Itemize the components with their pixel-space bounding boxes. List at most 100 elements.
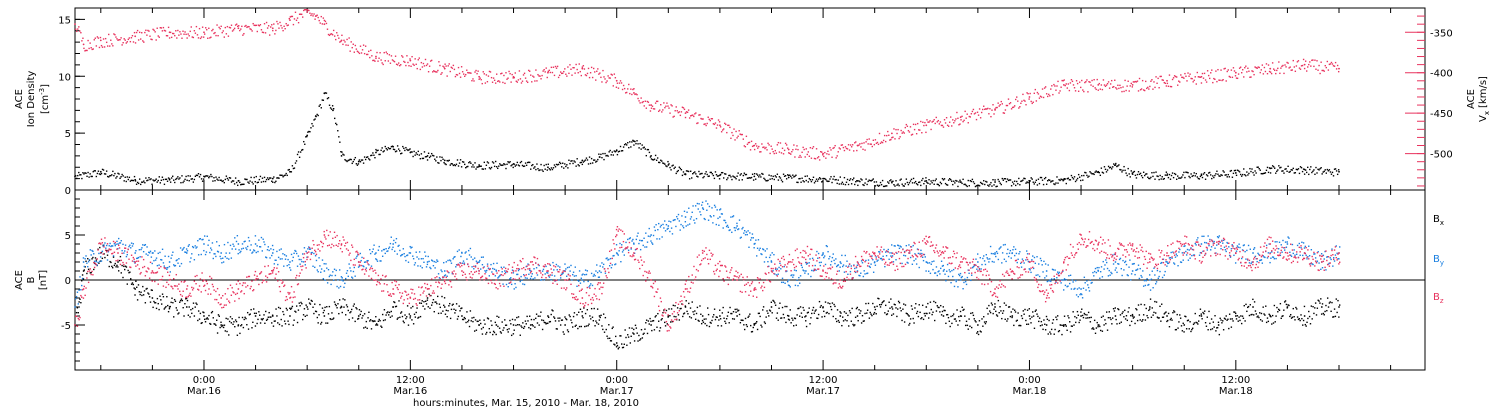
density-point: [196, 174, 199, 177]
bx-point: [1181, 330, 1184, 332]
density-point: [414, 154, 416, 156]
density-point: [868, 179, 870, 181]
density-point: [112, 170, 114, 173]
velocity-point: [1224, 67, 1226, 70]
density-point: [1037, 178, 1040, 180]
velocity-datum: [650, 104, 653, 106]
bx-point: [425, 303, 428, 305]
bx-point: [1302, 324, 1304, 326]
bx-point: [385, 314, 387, 316]
by-point: [655, 224, 657, 226]
bx-point: [1210, 318, 1213, 320]
velocity-point: [434, 70, 436, 73]
bx-point: [493, 331, 496, 334]
bx-point: [808, 307, 810, 309]
velocity-point: [771, 148, 773, 150]
bx-point: [313, 312, 315, 315]
bx-point: [1280, 317, 1282, 320]
bx-point: [217, 314, 220, 316]
density-point: [651, 158, 654, 161]
velocity-point: [395, 63, 398, 65]
density-point: [515, 164, 517, 166]
by-point: [148, 252, 151, 254]
velocity-point: [1323, 70, 1325, 72]
by-point: [189, 261, 191, 263]
velocity-point: [907, 129, 910, 132]
density-point: [1164, 174, 1167, 176]
density-point: [783, 175, 786, 177]
bx-point: [199, 312, 202, 315]
bx-point: [1168, 326, 1171, 328]
bx-point: [1326, 309, 1328, 312]
bx-point: [966, 324, 969, 327]
velocity-point: [180, 33, 182, 35]
density-point: [1198, 178, 1201, 180]
density-point: [135, 183, 138, 185]
velocity-point: [1100, 84, 1103, 86]
density-point: [724, 173, 726, 175]
bx-point: [245, 317, 247, 320]
bx-point: [691, 301, 693, 303]
velocity-point: [137, 39, 140, 41]
density-point: [887, 181, 889, 183]
velocity-point: [894, 138, 896, 140]
velocity-point: [1007, 98, 1010, 100]
velocity-point: [580, 74, 583, 77]
velocity-point: [735, 130, 737, 133]
bx-point: [136, 299, 139, 301]
velocity-point: [372, 59, 374, 62]
bx-point: [1042, 328, 1044, 331]
density-point: [1261, 173, 1264, 175]
by-point: [167, 266, 169, 269]
density-point: [796, 181, 798, 184]
by-point: [192, 246, 195, 249]
density-point: [383, 150, 385, 152]
bx-point: [900, 310, 902, 312]
bx-point: [75, 311, 78, 314]
density-point: [113, 174, 115, 177]
density-point: [342, 153, 344, 155]
bx-datum: [701, 315, 704, 317]
velocity-point: [278, 27, 280, 29]
bx-point: [891, 308, 894, 310]
bx-point: [846, 320, 848, 322]
by-point: [243, 240, 245, 243]
velocity-point: [321, 23, 324, 25]
bx-point: [1092, 327, 1094, 329]
velocity-point: [197, 37, 200, 39]
density-point: [279, 174, 281, 176]
density-point: [1228, 176, 1231, 178]
velocity-point: [1024, 100, 1026, 102]
velocity-point: [484, 82, 487, 84]
density-point: [256, 181, 259, 184]
density-point: [372, 152, 374, 154]
by-point: [379, 260, 381, 262]
density-point: [718, 178, 721, 180]
bx-point: [746, 325, 748, 328]
bx-point: [551, 309, 553, 311]
bx-point: [1274, 321, 1276, 323]
bx-point: [278, 323, 281, 326]
bx-point: [179, 299, 182, 302]
density-point: [807, 181, 810, 183]
bx-point: [995, 310, 997, 313]
velocity-point: [959, 123, 961, 125]
bx-point: [386, 312, 388, 314]
by-point: [327, 268, 330, 271]
bx-point: [1257, 315, 1259, 317]
bx-point: [829, 302, 831, 305]
velocity-point: [1157, 77, 1159, 80]
bx-point: [535, 317, 537, 320]
bx-point: [1229, 318, 1232, 320]
density-point: [715, 173, 718, 176]
velocity-point: [1098, 82, 1100, 85]
bx-point: [137, 284, 140, 286]
velocity-point: [473, 80, 475, 82]
density-point: [1199, 175, 1202, 178]
by-point: [195, 247, 197, 249]
velocity-point: [99, 36, 102, 39]
bx-point: [883, 300, 885, 302]
density-point: [968, 185, 970, 187]
velocity-point: [1151, 79, 1153, 81]
velocity-point: [1278, 61, 1280, 63]
